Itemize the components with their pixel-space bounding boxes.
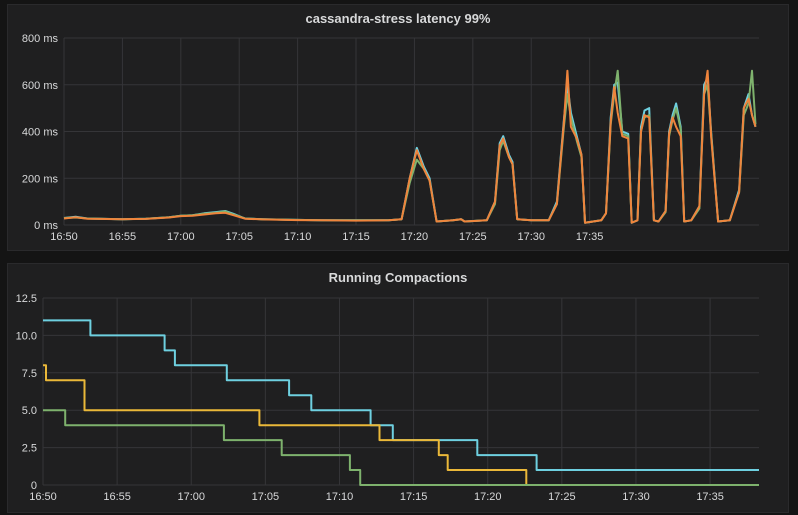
y-tick-label: 2.5 bbox=[22, 443, 37, 455]
latency-chart: 0 ms 200 ms 400 ms 600 ms 800 ms 16:50 16:55 17… bbox=[22, 33, 759, 243]
x-tick-label: 17:05 bbox=[225, 231, 253, 243]
y-tick-label: 10.0 bbox=[16, 330, 37, 342]
series-line-0[interactable] bbox=[43, 319, 759, 471]
y-tick-label: 600 ms bbox=[22, 80, 59, 92]
y-tick-label: 12.5 bbox=[16, 293, 37, 305]
y-tick-label: 0 ms bbox=[34, 220, 58, 232]
x-tick-label: 17:35 bbox=[696, 491, 724, 503]
series-line-1[interactable] bbox=[43, 364, 759, 486]
compactions-chart-title[interactable]: Running Compactions bbox=[328, 270, 468, 285]
x-tick-label: 17:30 bbox=[517, 231, 545, 243]
x-tick-label: 16:55 bbox=[109, 231, 137, 243]
latency-panel: cassandra-stress latency 99% 0 ms 200 ms 4… bbox=[7, 4, 789, 251]
y-tick-label: 7.5 bbox=[22, 368, 37, 380]
x-tick-label: 17:00 bbox=[177, 491, 205, 503]
series-line-2[interactable] bbox=[43, 409, 759, 486]
x-tick-label: 17:25 bbox=[548, 491, 576, 503]
x-tick-label: 17:35 bbox=[576, 231, 604, 243]
x-tick-label: 16:55 bbox=[103, 491, 131, 503]
x-tick-label: 16:50 bbox=[50, 231, 78, 243]
y-tick-label: 200 ms bbox=[22, 173, 59, 185]
x-tick-label: 17:25 bbox=[459, 231, 487, 243]
y-tick-label: 5.0 bbox=[22, 405, 37, 417]
compactions-chart: 0 2.5 5.0 7.5 10.0 12.5 16:50 16:55 17:00 17:05 17… bbox=[16, 293, 759, 503]
x-tick-label: 17:15 bbox=[400, 491, 428, 503]
x-tick-label: 17:05 bbox=[252, 491, 280, 503]
y-tick-label: 400 ms bbox=[22, 127, 59, 139]
x-tick-label: 17:10 bbox=[326, 491, 354, 503]
x-tick-label: 17:20 bbox=[474, 491, 502, 503]
x-tick-label: 17:00 bbox=[167, 231, 195, 243]
x-tick-label: 17:20 bbox=[401, 231, 429, 243]
y-tick-label: 800 ms bbox=[22, 33, 59, 45]
x-tick-label: 16:50 bbox=[29, 491, 57, 503]
series-line-2[interactable] bbox=[63, 69, 757, 224]
x-tick-label: 17:10 bbox=[284, 231, 312, 243]
compactions-panel: Running Compactions 0 2.5 5.0 7.5 10.0 12.5 16… bbox=[7, 263, 789, 513]
latency-chart-title[interactable]: cassandra-stress latency 99% bbox=[305, 11, 491, 26]
x-tick-label: 17:30 bbox=[622, 491, 650, 503]
y-tick-label: 0 bbox=[31, 480, 37, 492]
x-tick-label: 17:15 bbox=[342, 231, 370, 243]
series-line-0[interactable] bbox=[63, 76, 757, 224]
